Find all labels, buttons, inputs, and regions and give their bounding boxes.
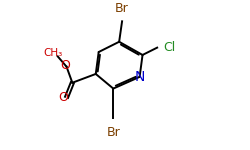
Text: O: O [59, 91, 69, 104]
Text: N: N [134, 70, 145, 84]
Text: Br: Br [115, 2, 129, 15]
Text: O: O [60, 59, 70, 72]
Text: CH₃: CH₃ [44, 48, 63, 58]
Text: Br: Br [106, 126, 120, 139]
Text: Cl: Cl [163, 41, 175, 54]
